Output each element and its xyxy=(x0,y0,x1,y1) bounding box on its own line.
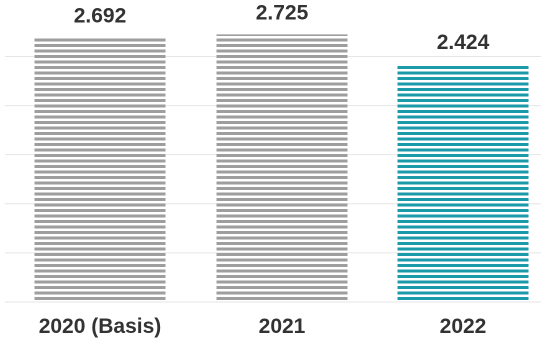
value-label-3: 2.424 xyxy=(437,31,490,54)
value-label-2: 2.725 xyxy=(256,1,309,24)
category-labels: 2020 (Basis) 2021 2022 xyxy=(39,315,487,338)
bars xyxy=(34,34,529,303)
value-label-1: 2.692 xyxy=(74,5,127,28)
bar-2 xyxy=(216,34,348,303)
category-label-3: 2022 xyxy=(440,315,487,338)
bar-3 xyxy=(397,63,529,302)
category-label-2: 2021 xyxy=(259,315,306,338)
category-label-1: 2020 (Basis) xyxy=(39,315,162,338)
value-labels: 2.692 2.725 2.424 xyxy=(74,1,490,54)
bar-1 xyxy=(34,37,166,302)
